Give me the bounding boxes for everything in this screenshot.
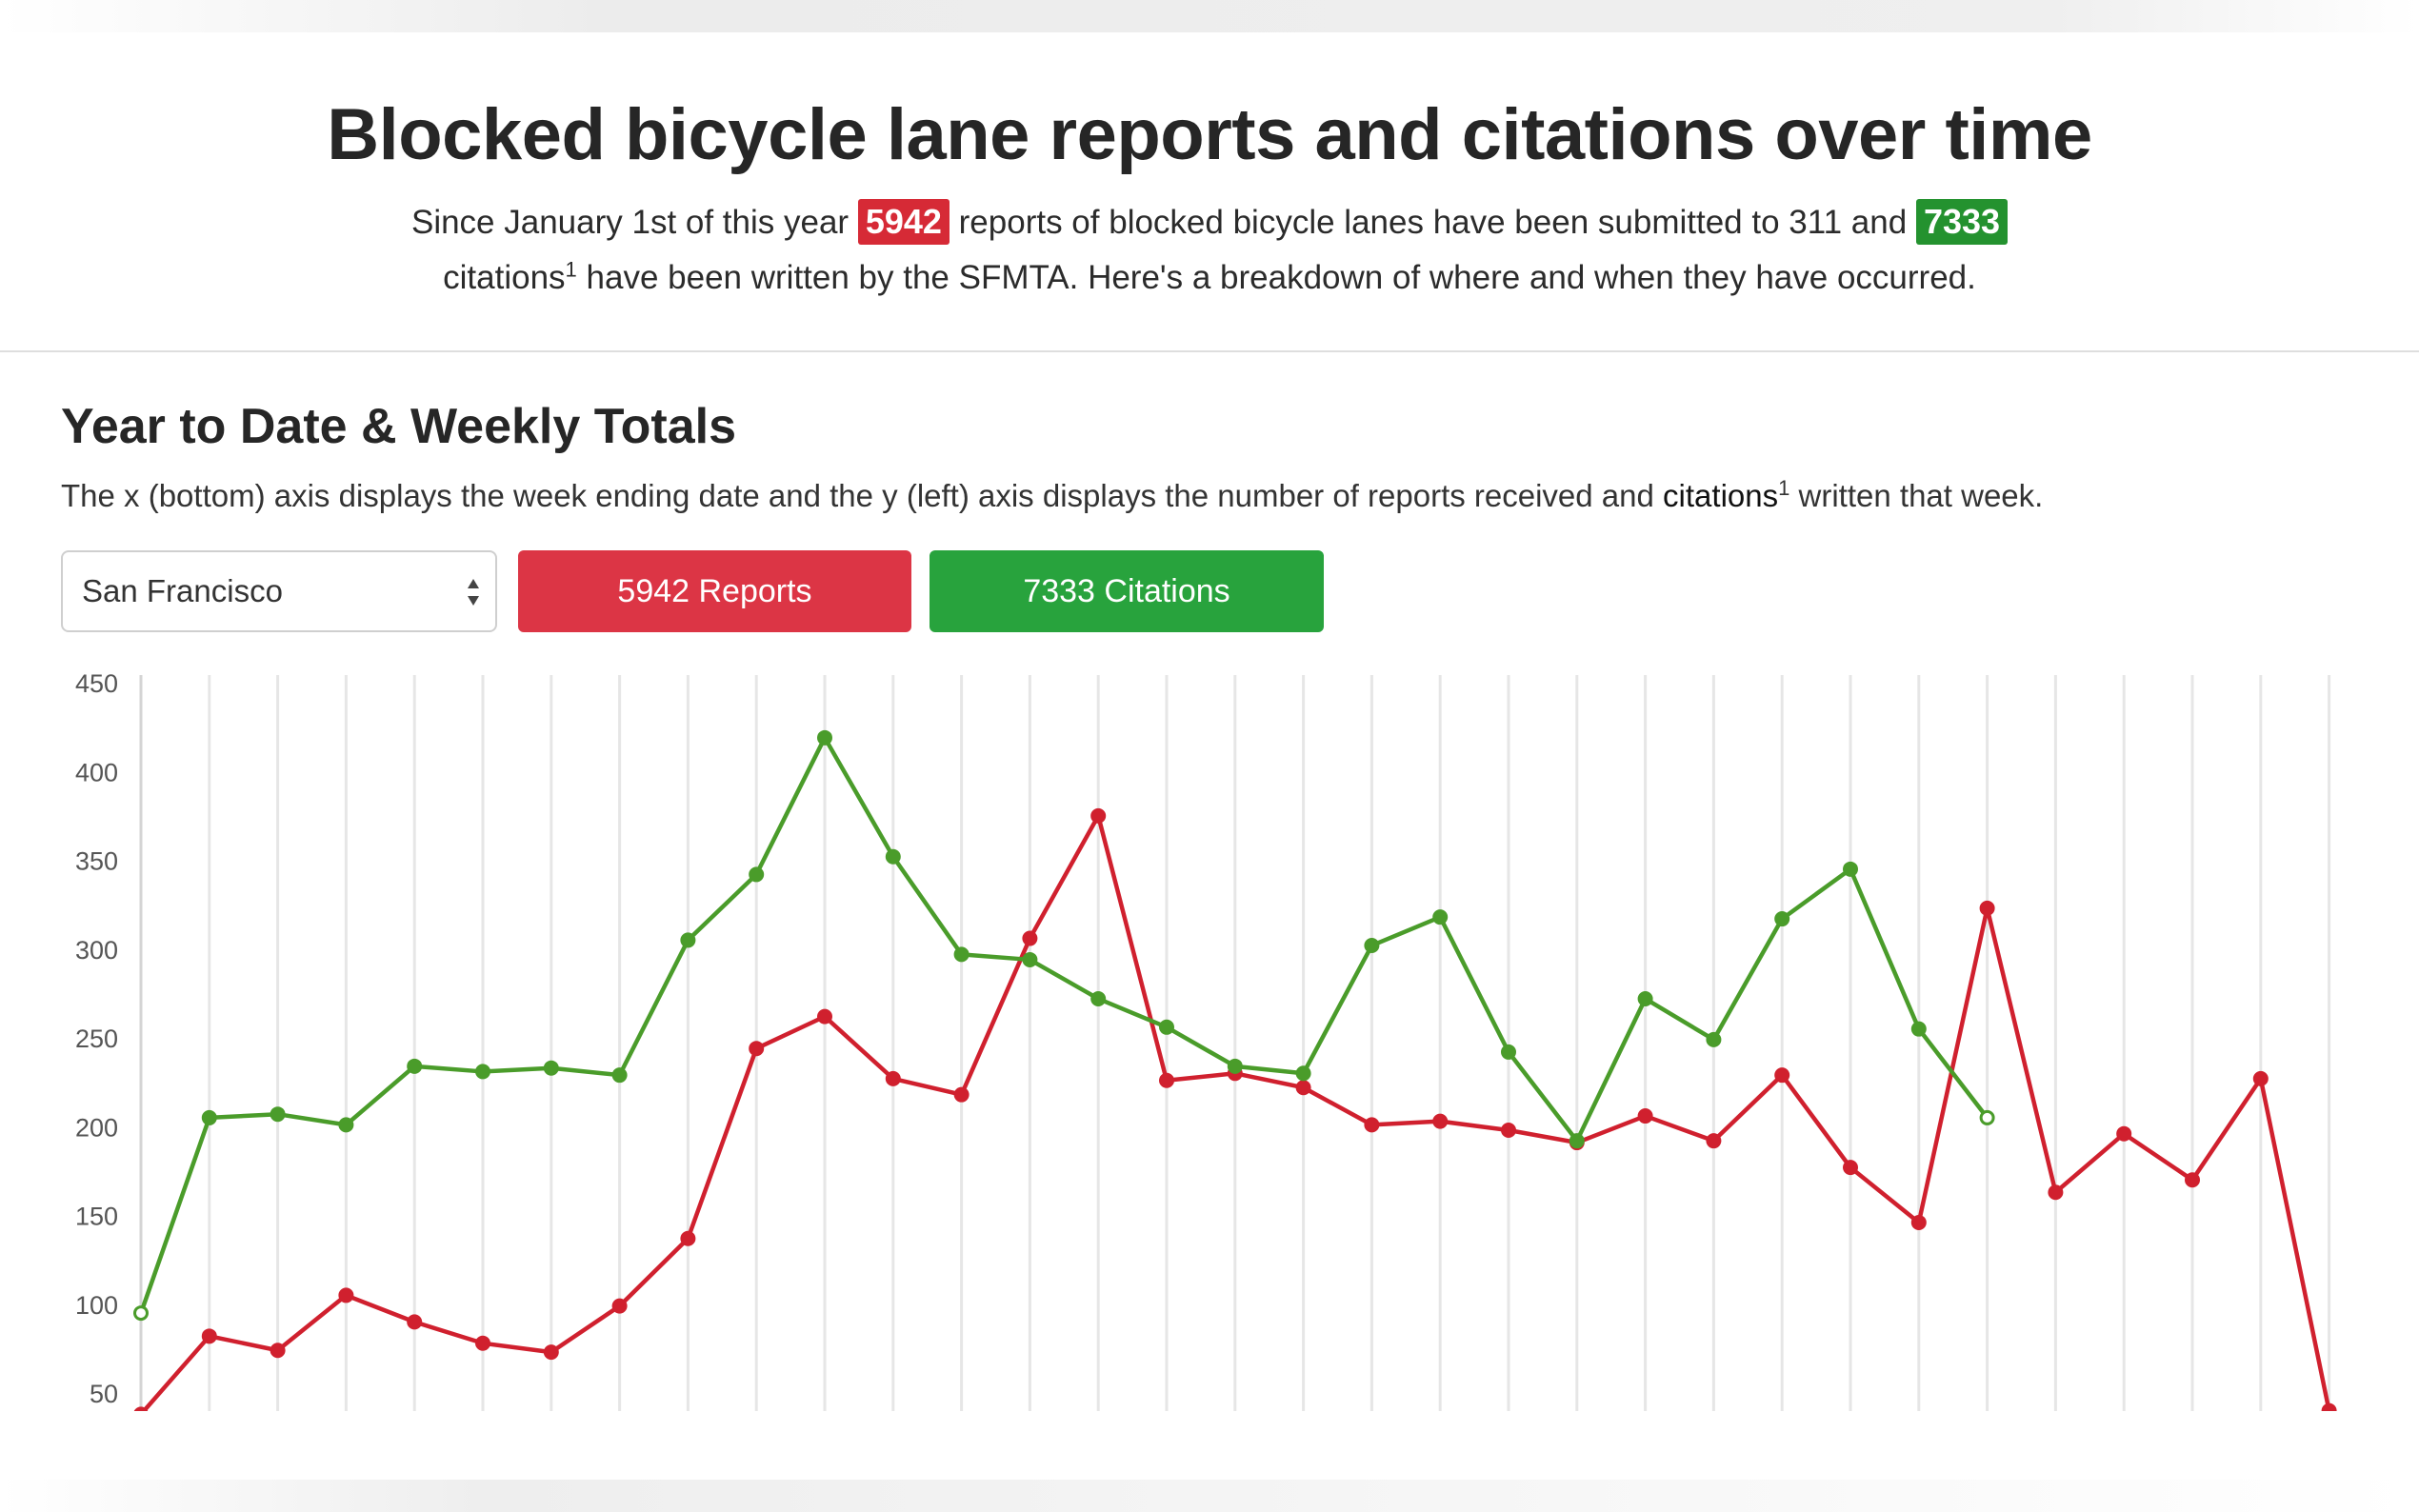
y-axis-ticks: 450 400 350 300 250 200 150 100 50 xyxy=(75,669,118,1408)
reports-data-point[interactable] xyxy=(270,1343,286,1359)
reports-data-point[interactable] xyxy=(407,1314,423,1330)
reports-data-point[interactable] xyxy=(133,1406,149,1421)
citations-data-point[interactable] xyxy=(953,946,970,963)
desc-footnote-mark[interactable]: 1 xyxy=(1778,476,1790,500)
citations-data-point[interactable] xyxy=(133,1305,149,1322)
citations-data-point[interactable] xyxy=(1979,1109,1995,1125)
intro-middle: reports of blocked bicycle lanes have be… xyxy=(958,204,1908,241)
reports-data-point[interactable] xyxy=(1843,1160,1858,1176)
reports-data-point[interactable] xyxy=(1910,1214,1927,1230)
citations-data-point[interactable] xyxy=(817,729,832,746)
citations-button[interactable]: 7333 Citations xyxy=(930,550,1324,632)
select-arrows-icon xyxy=(468,579,479,606)
citations-data-point[interactable] xyxy=(611,1067,628,1084)
citations-data-point[interactable] xyxy=(1432,909,1449,925)
citations-data-point[interactable] xyxy=(1090,990,1107,1006)
reports-data-point[interactable] xyxy=(1774,1067,1790,1084)
reports-data-point[interactable] xyxy=(1022,930,1038,946)
citations-data-point[interactable] xyxy=(1159,1019,1174,1035)
reports-data-point[interactable] xyxy=(2048,1184,2064,1201)
intro-citations-word: citations xyxy=(443,259,566,296)
reports-data-point[interactable] xyxy=(475,1335,490,1351)
y-tick-label: 50 xyxy=(90,1380,118,1408)
citations-data-point[interactable] xyxy=(1910,1021,1927,1037)
y-tick-label: 250 xyxy=(75,1025,118,1053)
y-tick-label: 200 xyxy=(75,1113,118,1142)
reports-data-point[interactable] xyxy=(2321,1403,2337,1417)
reports-data-point[interactable] xyxy=(1090,807,1107,824)
citations-data-point[interactable] xyxy=(680,932,696,948)
reports-data-point[interactable] xyxy=(543,1344,559,1361)
reports-data-point[interactable] xyxy=(1706,1133,1722,1149)
citations-series-line xyxy=(138,735,1989,1316)
reports-data-point[interactable] xyxy=(1432,1113,1449,1129)
citations-data-point[interactable] xyxy=(1022,951,1038,967)
reports-data-point[interactable] xyxy=(749,1041,765,1057)
citations-data-point[interactable] xyxy=(1706,1031,1722,1047)
y-tick-label: 450 xyxy=(75,669,118,698)
reports-data-point[interactable] xyxy=(953,1086,970,1103)
citations-data-point[interactable] xyxy=(338,1117,354,1133)
y-tick-label: 150 xyxy=(75,1203,118,1231)
citations-data-point[interactable] xyxy=(407,1058,423,1074)
citations-data-point[interactable] xyxy=(201,1109,217,1125)
reports-data-point[interactable] xyxy=(2185,1172,2200,1188)
chart-series xyxy=(133,729,2337,1421)
section-description: The x (bottom) axis displays the week en… xyxy=(61,478,2043,514)
reports-data-point[interactable] xyxy=(1979,900,1995,916)
reports-data-point[interactable] xyxy=(1637,1108,1653,1124)
reports-data-point[interactable] xyxy=(885,1070,901,1086)
reports-data-point[interactable] xyxy=(2252,1070,2269,1086)
y-tick-label: 100 xyxy=(75,1291,118,1320)
bottom-background-strip xyxy=(0,1480,2419,1512)
reports-data-point[interactable] xyxy=(201,1328,217,1344)
weekly-totals-chart: 450 400 350 300 250 200 150 100 50 xyxy=(75,669,2337,1421)
citations-data-point[interactable] xyxy=(270,1106,286,1123)
citations-data-point[interactable] xyxy=(1364,938,1380,954)
citations-data-point[interactable] xyxy=(1569,1133,1585,1149)
reports-data-point[interactable] xyxy=(1159,1072,1174,1088)
footnote-mark[interactable]: 1 xyxy=(565,257,577,282)
reports-total-badge: 5942 xyxy=(857,199,950,245)
section-divider xyxy=(0,350,2419,352)
citations-data-point[interactable] xyxy=(543,1060,559,1076)
citations-data-point[interactable] xyxy=(1843,861,1858,877)
reports-data-point[interactable] xyxy=(1364,1117,1380,1133)
reports-data-point[interactable] xyxy=(2116,1125,2132,1142)
reports-data-point[interactable] xyxy=(338,1287,354,1303)
y-tick-label: 350 xyxy=(75,847,118,876)
reports-data-point[interactable] xyxy=(1295,1080,1311,1096)
citations-total-badge: 7333 xyxy=(1915,199,2009,245)
intro-suffix: have been written by the SFMTA. Here's a… xyxy=(586,259,1976,296)
citations-data-point[interactable] xyxy=(1637,990,1653,1006)
citations-data-point[interactable] xyxy=(475,1064,490,1080)
citations-data-point[interactable] xyxy=(1295,1065,1311,1082)
desc-suffix: written that week. xyxy=(1798,478,2044,513)
citations-data-point[interactable] xyxy=(885,848,901,865)
city-select-value: San Francisco xyxy=(82,573,283,608)
reports-data-point[interactable] xyxy=(1501,1122,1516,1138)
citations-data-point[interactable] xyxy=(749,866,765,883)
citations-data-point[interactable] xyxy=(1227,1058,1243,1074)
page-title: Blocked bicycle lane reports and citatio… xyxy=(327,94,2092,175)
reports-data-point[interactable] xyxy=(817,1008,832,1025)
desc-prefix: The x (bottom) axis displays the week en… xyxy=(61,478,1654,513)
desc-citations-word: citations xyxy=(1663,478,1779,513)
reports-data-point[interactable] xyxy=(680,1230,696,1246)
citations-data-point[interactable] xyxy=(1501,1044,1516,1060)
section-title: Year to Date & Weekly Totals xyxy=(61,399,737,454)
chart-grid xyxy=(139,675,2331,1411)
city-select[interactable]: San Francisco xyxy=(61,550,497,632)
reports-data-point[interactable] xyxy=(611,1298,628,1314)
top-background-strip xyxy=(0,0,2419,32)
y-tick-label: 300 xyxy=(75,936,118,965)
citations-data-point[interactable] xyxy=(1774,911,1790,927)
y-tick-label: 400 xyxy=(75,758,118,786)
intro-paragraph: Since January 1st of this year 5942 repo… xyxy=(352,195,2067,306)
intro-prefix: Since January 1st of this year xyxy=(410,204,850,241)
reports-button[interactable]: 5942 Reports xyxy=(518,550,911,632)
